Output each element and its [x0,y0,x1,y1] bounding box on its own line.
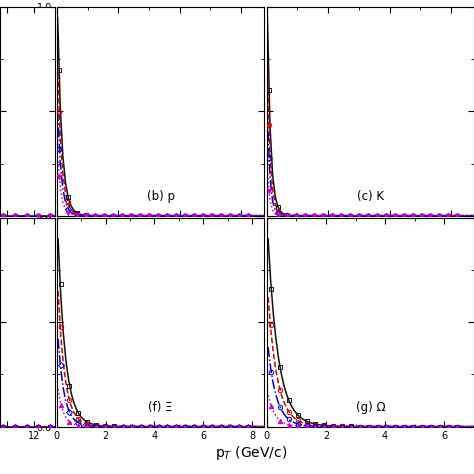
Text: (f) Ξ: (f) Ξ [148,401,173,414]
Text: p$_T$ (GeV/c): p$_T$ (GeV/c) [215,444,287,462]
Text: (b) p: (b) p [146,190,174,203]
Text: (c) K: (c) K [357,190,384,203]
Text: (g) Ω: (g) Ω [356,401,385,414]
